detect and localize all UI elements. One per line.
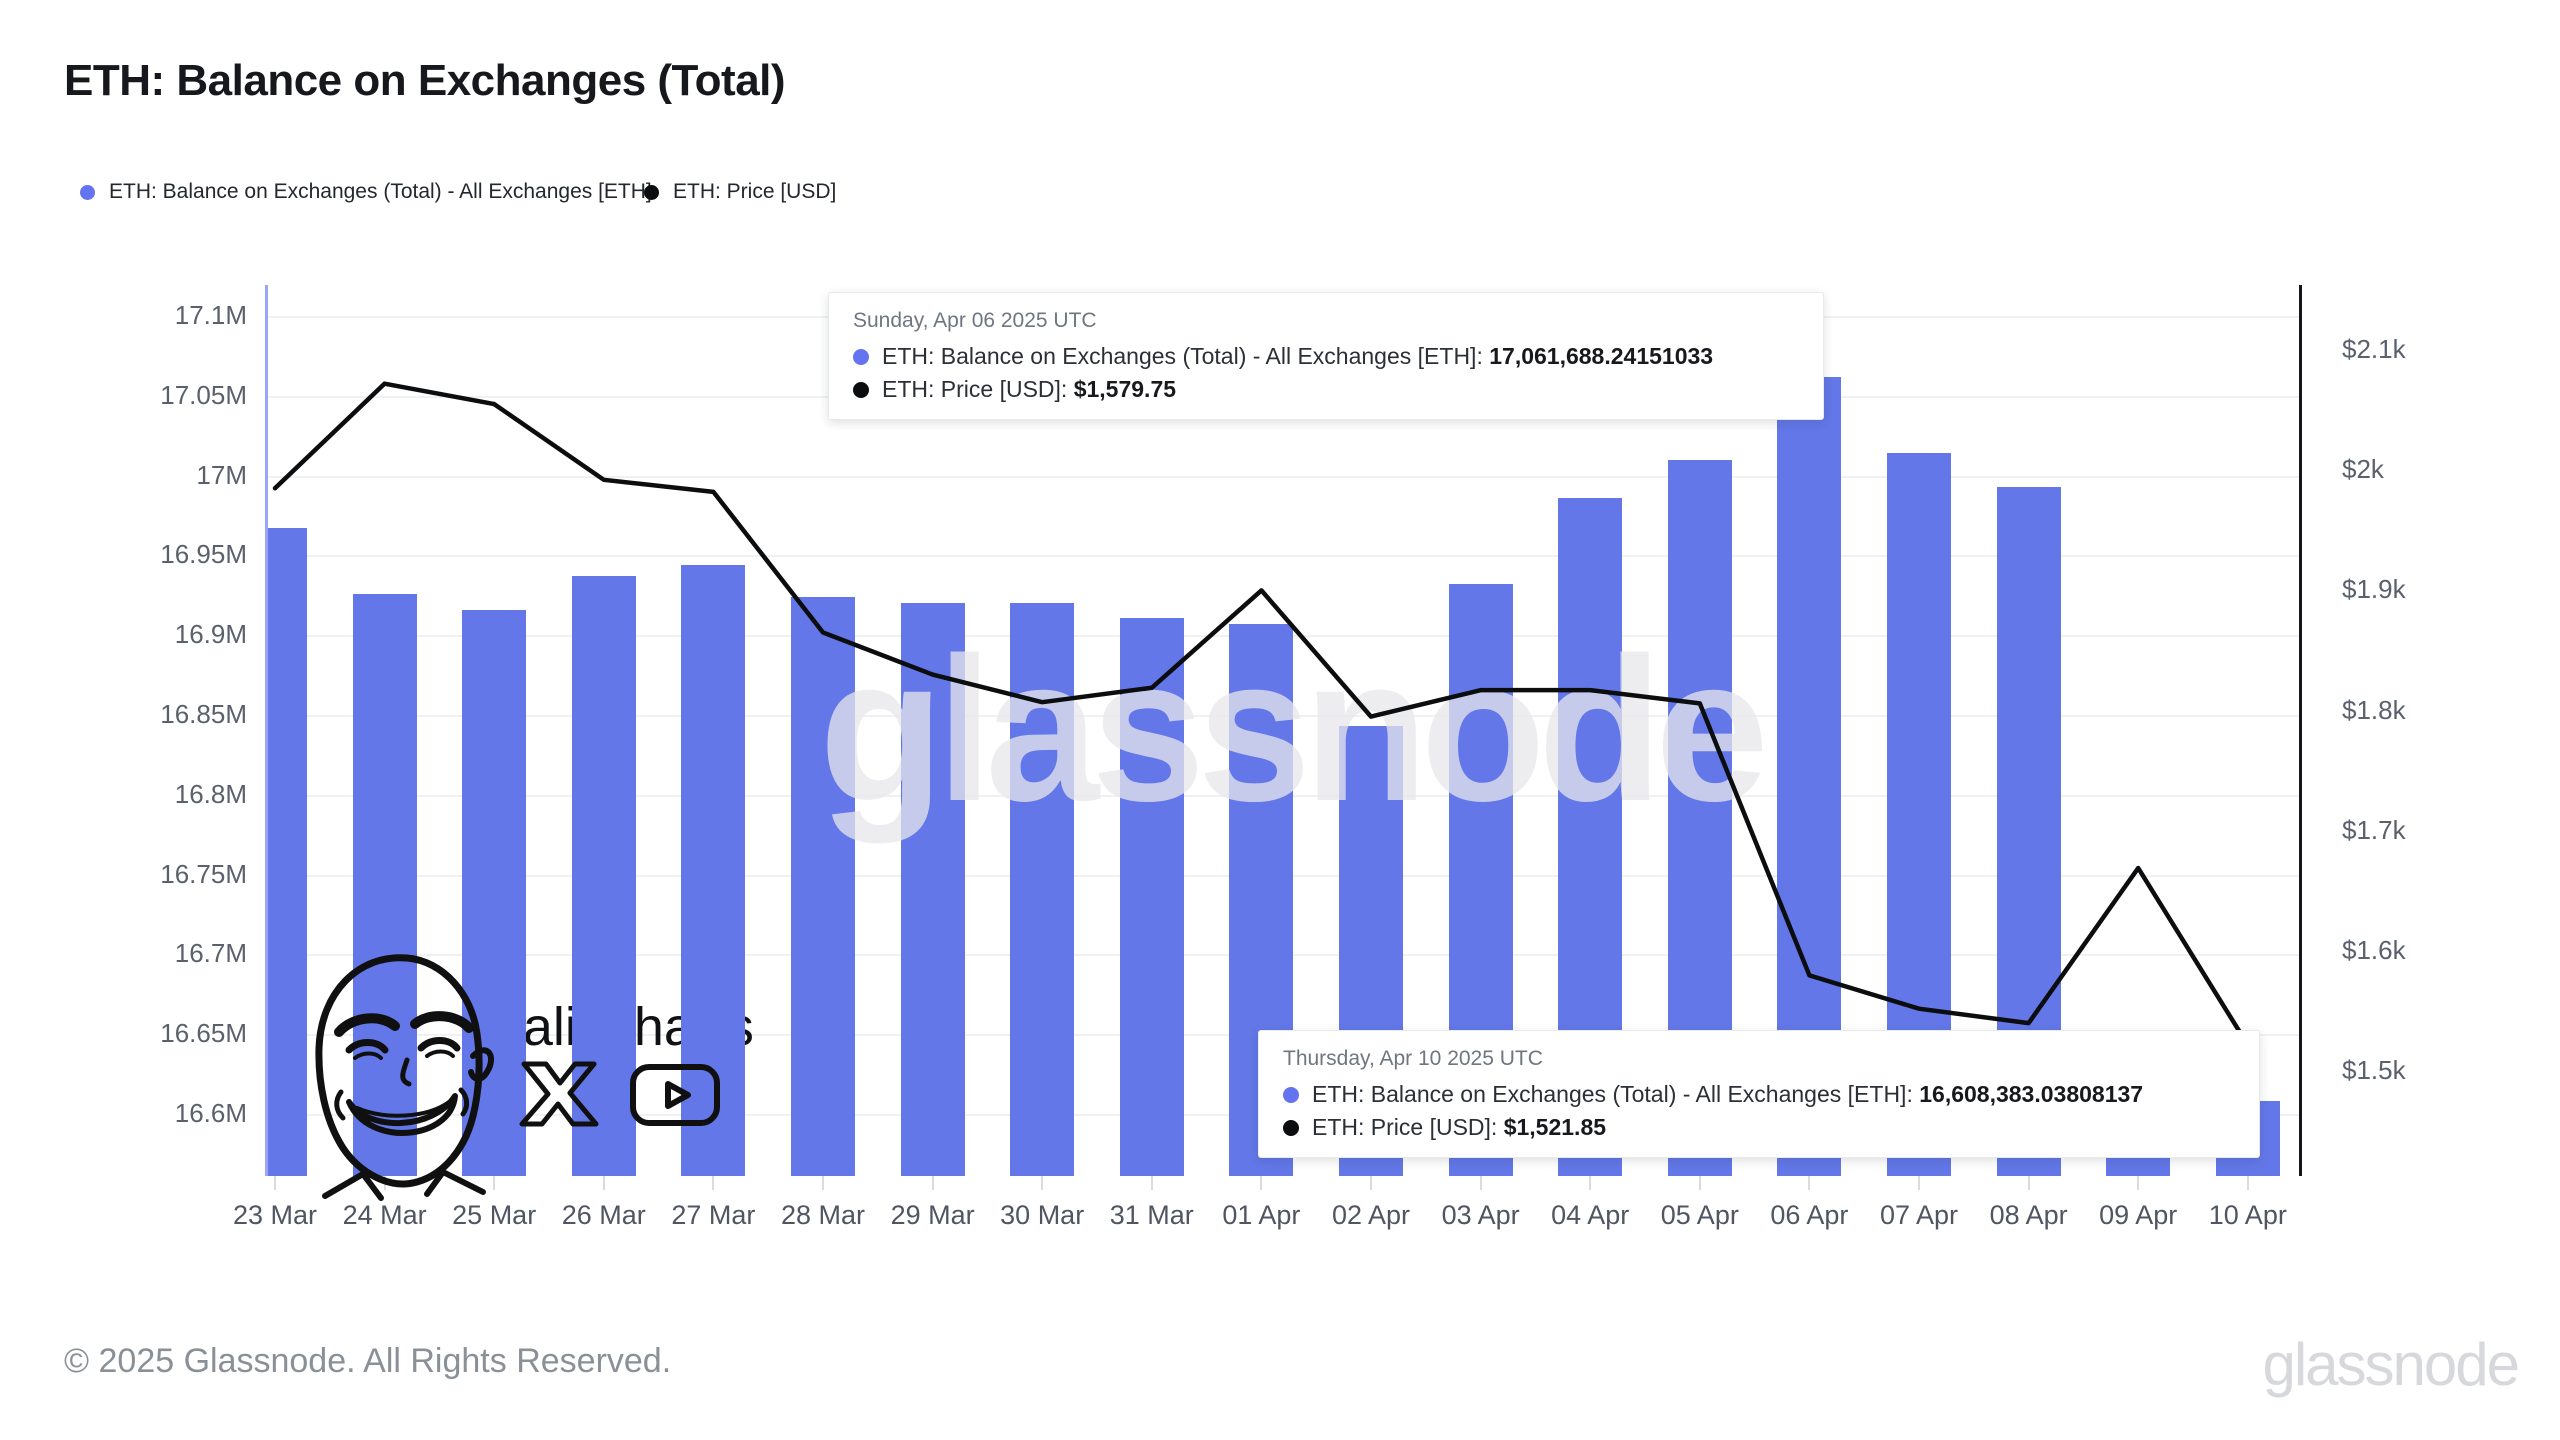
gridline [267, 475, 2300, 478]
x-axis-tick-label: 26 Mar [561, 1200, 646, 1230]
left-axis-tick-label: 17M [196, 459, 247, 490]
legend-item-price[interactable]: ETH: Price [USD] [644, 180, 836, 204]
x-axis-tick [1370, 1176, 1372, 1190]
legend-balance-label: ETH: Balance on Exchanges (Total) - All … [109, 180, 652, 203]
x-axis-tick [2137, 1176, 2140, 1190]
right-axis-tick-label: $2.1k [2342, 334, 2406, 364]
legend-price-label: ETH: Price [USD] [673, 180, 837, 203]
left-axis-tick-label: 16.8M [174, 778, 247, 809]
x-axis-tick-label: 08 Apr [1989, 1200, 2068, 1230]
left-axis-tick-label: 16.6M [174, 1098, 247, 1128]
tooltip-balance-value: 17,061,688.24151033 [1489, 343, 1714, 369]
x-axis-tick-label: 05 Apr [1660, 1200, 1739, 1230]
tooltip-date: Thursday, Apr 10 2025 UTC [1283, 1047, 1543, 1070]
tooltip-price-value: $1,521.85 [1503, 1114, 1607, 1140]
x-axis-tick [2246, 1176, 2249, 1190]
x-axis-tick [1698, 1176, 1701, 1190]
right-axis-tick-label: $1.6k [2342, 935, 2406, 965]
left-axis-tick-label: 16.85M [160, 699, 247, 729]
x-axis-tick-label: 31 Mar [1109, 1200, 1194, 1230]
balance-bar[interactable] [462, 609, 527, 1176]
x-axis-tick [931, 1176, 934, 1190]
price-legend-dot-icon [644, 184, 659, 200]
balance-bar[interactable] [681, 564, 746, 1176]
x-axis-tick-label: 03 Apr [1441, 1200, 1520, 1230]
balance-bar[interactable] [267, 528, 307, 1176]
x-axis-tick [2027, 1176, 2030, 1190]
x-axis-tick [1918, 1176, 1920, 1190]
x-axis-tick [822, 1176, 824, 1190]
left-axis-tick-label: 16.7M [174, 938, 247, 969]
x-axis-tick-label: 23 Mar [232, 1200, 318, 1230]
tooltip-price-row: ETH: Price [USD]: $1,579.75 [853, 376, 1799, 403]
tooltip-balance-row: ETH: Balance on Exchanges (Total) - All … [853, 343, 1799, 370]
gridline [267, 555, 2300, 558]
left-axis-tick-label: 16.65M [160, 1018, 247, 1049]
left-axis-tick-label: 16.9M [174, 619, 247, 650]
balance-dot-icon [1283, 1086, 1299, 1103]
copyright-text: © 2025 Glassnode. All Rights Reserved. [64, 1342, 672, 1380]
x-axis-tick-label: 07 Apr [1879, 1200, 1959, 1230]
left-axis-tick-label: 17.05M [160, 379, 247, 410]
left-axis-tick-label: 17.1M [174, 300, 247, 330]
left-axis-tick-label: 16.95M [160, 539, 247, 570]
right-axis-tick-label: $1.9k [2342, 574, 2406, 605]
balance-legend-dot-icon [80, 184, 95, 200]
right-axis-tick-label: $1.5k [2342, 1055, 2406, 1086]
x-axis-tick-label: 10 Apr [2208, 1200, 2287, 1230]
x-axis-tick [1479, 1176, 1482, 1190]
x-axis-tick-label: 24 Mar [342, 1200, 427, 1230]
balance-bar[interactable] [352, 593, 417, 1176]
tooltip-apr-10: Thursday, Apr 10 2025 UTC ETH: Balance o… [1258, 1030, 2260, 1158]
x-axis-tick-label: 06 Apr [1770, 1200, 1849, 1230]
x-axis-tick [493, 1176, 496, 1190]
price-dot-icon [853, 381, 869, 398]
page-title: ETH: Balance on Exchanges (Total) [64, 56, 786, 105]
tooltip-price-label: ETH: Price [USD]: [1312, 1114, 1498, 1140]
tooltip-balance-label: ETH: Balance on Exchanges (Total) - All … [882, 343, 1483, 369]
x-axis-tick [1150, 1176, 1153, 1190]
tooltip-price-row: ETH: Price [USD]: $1,521.85 [1283, 1114, 2235, 1141]
price-dot-icon [1283, 1119, 1299, 1136]
x-axis-tick-label: 25 Mar [452, 1200, 537, 1230]
left-axis-line [265, 285, 268, 1176]
x-axis-tick-label: 29 Mar [890, 1200, 975, 1230]
x-axis-tick [1260, 1176, 1263, 1190]
tooltip-apr-06: Sunday, Apr 06 2025 UTC ETH: Balance on … [828, 292, 1824, 420]
balance-dot-icon [853, 348, 869, 365]
x-axis-tick [274, 1176, 276, 1190]
tooltip-price-label: ETH: Price [USD]: [882, 376, 1068, 402]
right-axis-tick-label: $1.8k [2342, 694, 2406, 725]
x-axis-tick-label: 02 Apr [1331, 1200, 1411, 1230]
glassnode-wordmark: glassnode [2262, 1331, 2520, 1398]
x-axis-tick [383, 1176, 386, 1190]
tooltip-balance-row: ETH: Balance on Exchanges (Total) - All … [1283, 1081, 2235, 1108]
x-axis-tick [1041, 1176, 1044, 1190]
x-axis-tick-label: 30 Mar [1000, 1200, 1085, 1230]
tooltip-date: Sunday, Apr 06 2025 UTC [853, 309, 1097, 332]
x-axis-tick [602, 1176, 605, 1190]
tooltip-balance-value: 16,608,383.03808137 [1919, 1081, 2144, 1107]
tooltip-balance-label: ETH: Balance on Exchanges (Total) - All … [1312, 1081, 1913, 1107]
tooltip-price-value: $1,579.75 [1073, 376, 1177, 402]
x-axis-tick-label: 27 Mar [671, 1200, 756, 1230]
x-axis-tick-label: 04 Apr [1551, 1200, 1630, 1230]
glassnode-watermark: glassnode [819, 615, 1769, 844]
x-axis-tick-label: 01 Apr [1222, 1200, 1301, 1230]
right-axis-tick-label: $1.7k [2342, 814, 2406, 845]
legend-item-balance[interactable]: ETH: Balance on Exchanges (Total) - All … [80, 180, 652, 204]
right-axis-line [2299, 285, 2302, 1176]
x-axis-tick [1808, 1176, 1811, 1190]
left-axis-tick-label: 16.75M [160, 858, 247, 889]
x-axis-tick [1589, 1176, 1592, 1190]
x-axis-tick [712, 1176, 715, 1190]
x-axis-tick-label: 28 Mar [780, 1200, 866, 1230]
balance-bar[interactable] [571, 576, 636, 1176]
right-axis-tick-label: $2k [2342, 454, 2384, 485]
x-axis-tick-label: 09 Apr [2099, 1200, 2178, 1230]
